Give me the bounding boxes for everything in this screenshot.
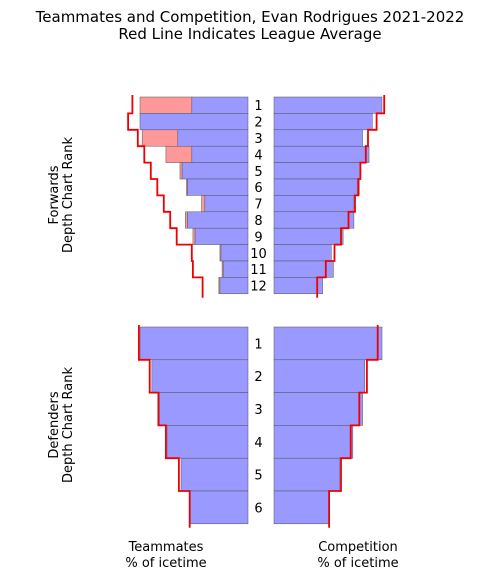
- forwards-teammates-bar-1: [191, 96, 249, 114]
- forwards-competition-league-line: [316, 95, 386, 298]
- defenders-teammates-bar-3: [159, 392, 249, 426]
- forwards-rank-label-9: 9: [254, 230, 262, 245]
- forwards-competition-bar-1: [273, 96, 383, 114]
- forwards-teammates-excess-bar-7: [201, 195, 206, 213]
- forwards-teammates-league-line: [127, 95, 204, 298]
- defenders-competition-bar-3: [273, 392, 363, 426]
- forwards-teammates-bar-6: [187, 178, 249, 196]
- forwards-competition-bar-7: [273, 195, 355, 213]
- defenders-rank-label-1: 1: [254, 337, 262, 352]
- defenders-competition-bar-1: [273, 326, 383, 361]
- forwards-competition-bar-9: [273, 227, 344, 245]
- forwards-competition-bar-4: [273, 145, 370, 163]
- forwards-teammates-bar-4: [191, 145, 249, 163]
- defenders-competition-bar-4: [273, 425, 354, 459]
- forwards-rank-label-8: 8: [254, 214, 262, 229]
- forwards-competition-bar-8: [273, 211, 355, 229]
- defenders-competition-league-line: [328, 325, 379, 528]
- defenders-competition-bar-2: [273, 359, 365, 393]
- forwards-teammates-bar-11: [222, 260, 249, 278]
- forwards-competition-bar-2: [273, 113, 373, 131]
- defenders-rank-label-4: 4: [254, 436, 262, 451]
- forwards-rank-label-3: 3: [254, 132, 262, 147]
- forwards-teammates-bar-2: [139, 113, 249, 131]
- forwards-rank-label-7: 7: [254, 198, 262, 213]
- competition-xlabel-line1: Competition: [318, 540, 398, 555]
- defenders-rank-label-5: 5: [254, 469, 262, 484]
- defenders-teammates-bar-1: [139, 326, 249, 361]
- forwards-competition-bar-3: [273, 129, 363, 147]
- forwards-rank-label-11: 11: [250, 263, 267, 278]
- forwards-rank-label-2: 2: [254, 116, 262, 131]
- forwards-teammates-excess-bar-1: [139, 96, 193, 114]
- chart-subtitle: Red Line Indicates League Average: [118, 25, 381, 43]
- forwards-rank-label-10: 10: [250, 247, 267, 262]
- defenders-teammates-bar-6: [189, 490, 249, 525]
- forwards-rank-label-6: 6: [254, 181, 262, 196]
- defenders-teammates-bar-2: [151, 359, 249, 393]
- forwards-competition-bar-5: [273, 162, 361, 180]
- forwards-teammates-excess-bar-9: [192, 227, 196, 245]
- forwards-teammates-bar-10: [220, 244, 249, 262]
- forwards-rank-label-5: 5: [254, 165, 262, 180]
- forwards-rank-label-4: 4: [254, 148, 262, 163]
- defenders-rank-label-2: 2: [254, 370, 262, 385]
- forwards-competition-bar-12: [273, 277, 323, 295]
- defenders-rank-label-6: 6: [254, 501, 262, 516]
- forwards-teammates-bar-8: [187, 211, 249, 229]
- forwards-teammates-bar-12: [219, 277, 249, 295]
- forwards-teammates-excess-bar-8: [185, 211, 188, 229]
- forwards-teammates-bar-9: [194, 227, 249, 245]
- forwards-ylabel-line2: Depth Chart Rank: [61, 137, 76, 254]
- forwards-teammates-bar-3: [177, 129, 249, 147]
- defenders-rank-label-3: 3: [254, 403, 262, 418]
- forwards-rank-label-1: 1: [254, 99, 262, 114]
- teammates-xlabel-line1: Teammates: [128, 540, 204, 555]
- forwards-teammates-bar-7: [204, 195, 249, 213]
- forwards-competition-bar-11: [273, 260, 334, 278]
- forwards-teammates-excess-bar-5: [179, 162, 183, 180]
- forwards-teammates-excess-bar-4: [165, 145, 193, 163]
- defenders-ylabel-line1: Defenders: [47, 391, 62, 458]
- defenders-teammates-bar-4: [166, 425, 249, 459]
- forwards-competition-bar-6: [273, 178, 360, 196]
- defenders-teammates-bar-5: [180, 457, 249, 492]
- defenders-ylabel-line2: Depth Chart Rank: [61, 367, 76, 484]
- teammates-xlabel-line2: % of icetime: [125, 556, 206, 571]
- forwards-teammates-excess-bar-3: [141, 129, 179, 147]
- chart-title: Teammates and Competition, Evan Rodrigue…: [35, 8, 465, 26]
- forwards-competition-bar-10: [273, 244, 332, 262]
- forwards-rank-label-12: 12: [250, 280, 267, 295]
- forwards-teammates-bar-5: [181, 162, 249, 180]
- competition-xlabel-line2: % of icetime: [317, 556, 398, 571]
- defenders-competition-bar-5: [273, 457, 341, 492]
- forwards-ylabel-line1: Forwards: [47, 165, 62, 224]
- defenders-competition-bar-6: [273, 490, 330, 525]
- defenders-teammates-league-line: [138, 325, 191, 528]
